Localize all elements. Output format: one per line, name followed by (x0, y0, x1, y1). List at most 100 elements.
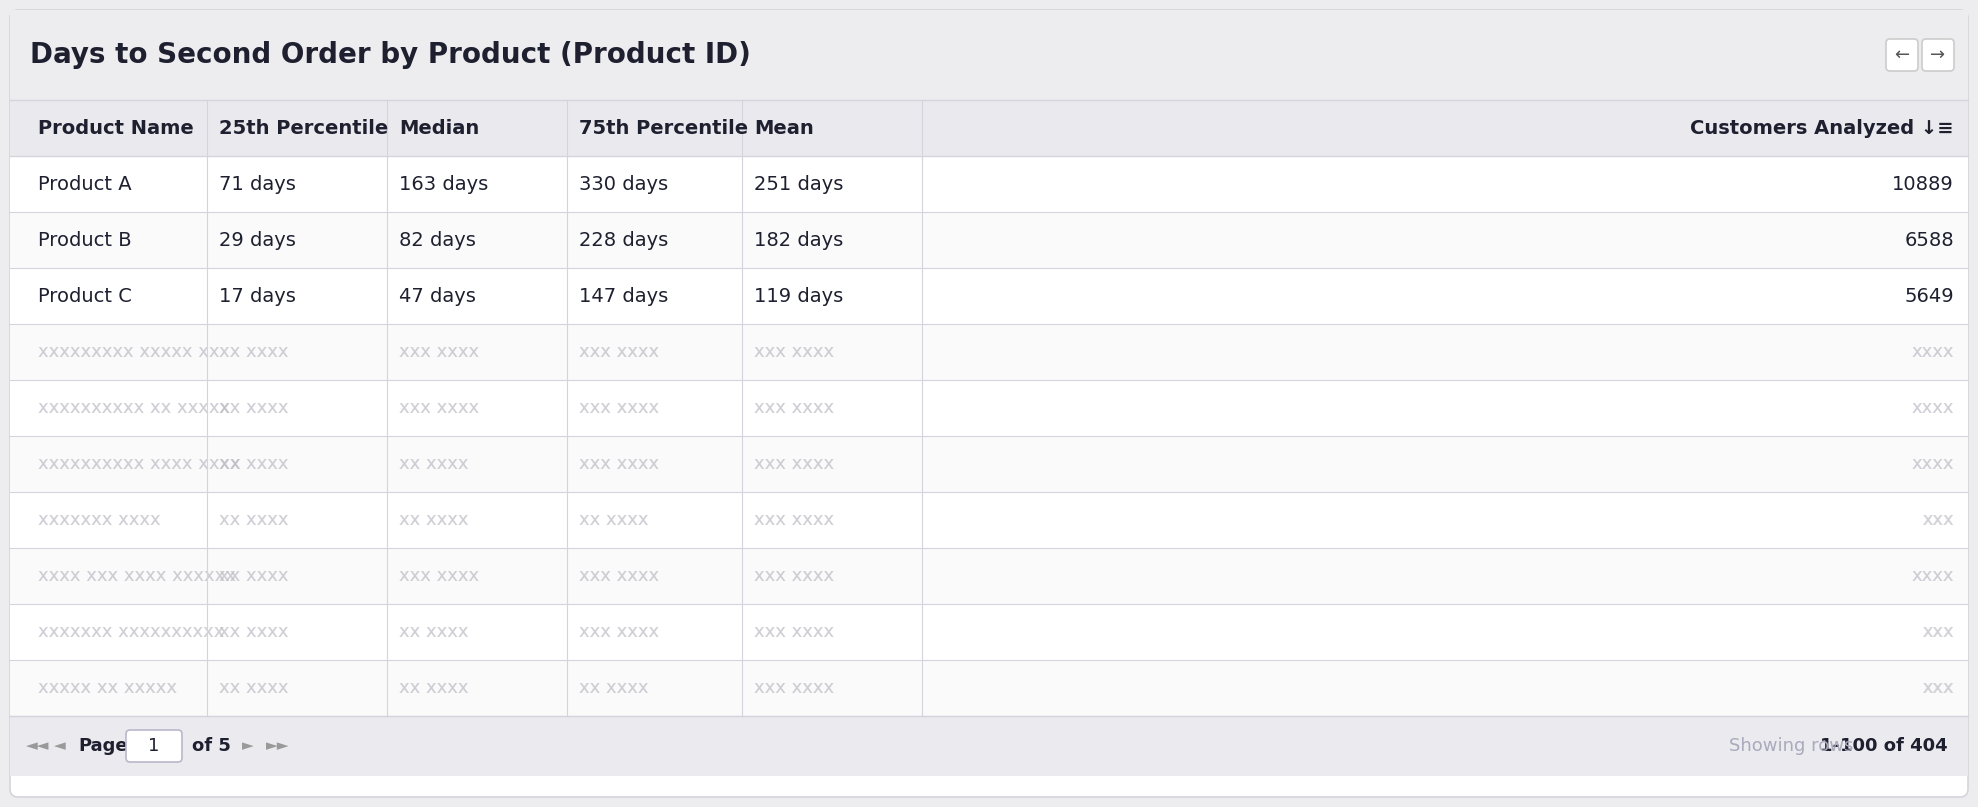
Text: 75th Percentile: 75th Percentile (580, 119, 748, 137)
Text: xx xxxx: xx xxxx (220, 399, 289, 417)
Text: xxx xxxx: xxx xxxx (400, 399, 479, 417)
Text: xx xxxx: xx xxxx (220, 343, 289, 361)
Text: xxx xxxx: xxx xxxx (754, 567, 835, 585)
Text: xx xxxx: xx xxxx (580, 679, 649, 697)
Text: xxxx: xxxx (1911, 399, 1954, 416)
Text: xxxxxxxxx xxxxx xx: xxxxxxxxx xxxxx xx (38, 343, 220, 361)
Text: xx xxxx: xx xxxx (400, 511, 469, 529)
Text: xx xxxx: xx xxxx (400, 679, 469, 696)
Text: xx xxxx: xx xxxx (220, 344, 289, 362)
FancyBboxPatch shape (127, 730, 182, 762)
Text: xxx: xxx (1923, 511, 1954, 529)
Text: xxxxxxx xxxx: xxxxxxx xxxx (38, 511, 160, 529)
Text: xx xxxx: xx xxxx (400, 623, 469, 641)
Text: xxx xxxx: xxx xxxx (754, 512, 835, 529)
Text: xx xxxx: xx xxxx (220, 512, 289, 529)
Text: xxxxxxxxxx xx xxxxx: xxxxxxxxxx xx xxxxx (38, 399, 229, 417)
Text: xxxx: xxxx (1913, 343, 1954, 361)
Text: xxx xxxx: xxx xxxx (400, 399, 479, 417)
Text: Product Name: Product Name (38, 119, 194, 137)
Text: xxx: xxx (1923, 622, 1954, 641)
Text: 182 days: 182 days (754, 231, 843, 249)
Text: xxx: xxx (1923, 623, 1954, 642)
Bar (10, 660, 1968, 716)
Text: 6588: 6588 (1905, 231, 1954, 249)
Text: xxx xxxx: xxx xxxx (754, 679, 833, 696)
Text: xx xxxx: xx xxxx (220, 679, 289, 697)
Text: xxxxxxxxx xxxxx xx: xxxxxxxxx xxxxx xx (38, 344, 220, 362)
Text: xxx: xxx (1923, 512, 1954, 529)
Text: xx xxxx: xx xxxx (580, 679, 649, 697)
Text: xxxx xxx xxxx xxxxxx: xxxx xxx xxxx xxxxxx (38, 567, 235, 585)
Text: xx xxxx: xx xxxx (220, 623, 289, 641)
Text: xxx xxxx: xxx xxxx (580, 623, 659, 642)
Text: xxxxxxxxxx xxxx xxxx: xxxxxxxxxx xxxx xxxx (38, 455, 241, 473)
Text: xxxxxxx xxxxxxxxxx: xxxxxxx xxxxxxxxxx (38, 623, 224, 642)
Text: xxxx: xxxx (1911, 343, 1954, 361)
Text: xxx xxxx: xxx xxxx (754, 399, 833, 417)
Text: xxx xxxx: xxx xxxx (754, 455, 833, 474)
Text: xxx xxxx: xxx xxxx (400, 343, 479, 361)
Text: xx xxxx: xx xxxx (220, 343, 289, 361)
Text: xx xxxx: xx xxxx (580, 679, 649, 696)
Text: xx xxxx: xx xxxx (400, 679, 469, 696)
Bar (10, 492, 1968, 548)
Text: xxx xxxx: xxx xxxx (580, 455, 659, 474)
Text: Mean: Mean (754, 119, 813, 137)
Text: xx xxxx: xx xxxx (220, 344, 289, 362)
Text: xxxx: xxxx (1913, 454, 1954, 473)
Text: ◄: ◄ (53, 738, 65, 754)
Text: xxx xxxx: xxx xxxx (754, 622, 835, 641)
Text: xxx xxxx: xxx xxxx (754, 567, 835, 585)
Text: xxx xxxx: xxx xxxx (580, 622, 659, 641)
Text: xx xxxx: xx xxxx (400, 511, 469, 529)
Text: xxx xxxx: xxx xxxx (580, 399, 659, 417)
Text: xxxxxxxxx xxxxx xx: xxxxxxxxx xxxxx xx (38, 344, 220, 362)
Text: xxx xxxx: xxx xxxx (400, 399, 479, 416)
Text: xxx xxxx: xxx xxxx (580, 343, 659, 361)
Text: xxx: xxx (1923, 511, 1954, 529)
Text: xxxx: xxxx (1911, 454, 1954, 473)
Text: xxx xxxx: xxx xxxx (580, 623, 659, 642)
Text: xxx xxxx: xxx xxxx (580, 455, 659, 474)
FancyBboxPatch shape (1923, 39, 1954, 71)
Text: xx xxxx: xx xxxx (220, 399, 289, 416)
Text: 47 days: 47 days (400, 286, 477, 306)
Text: 251 days: 251 days (754, 174, 843, 194)
Text: 82 days: 82 days (400, 231, 477, 249)
Text: xx xxxx: xx xxxx (220, 567, 289, 585)
Text: xxx xxxx: xxx xxxx (754, 454, 835, 473)
Text: xxx xxxx: xxx xxxx (580, 454, 659, 473)
Text: xx xxxx: xx xxxx (580, 512, 649, 529)
Text: xx xxxx: xx xxxx (400, 622, 469, 641)
Text: xx xxxx: xx xxxx (220, 511, 289, 529)
Text: xx xxxx: xx xxxx (220, 679, 289, 696)
Text: xxxxxxxxxx xxxx xxxx: xxxxxxxxxx xxxx xxxx (38, 455, 241, 474)
Text: xxxxxxx xxxxxxxxxx: xxxxxxx xxxxxxxxxx (38, 622, 224, 641)
Text: xx xxxx: xx xxxx (220, 512, 289, 529)
Text: xxxxxxxxx xxxxx xx: xxxxxxxxx xxxxx xx (38, 343, 220, 361)
Text: xxx xxxx: xxx xxxx (400, 344, 479, 362)
Text: 25th Percentile: 25th Percentile (220, 119, 388, 137)
Text: xxx xxxx: xxx xxxx (754, 511, 835, 529)
Text: 119 days: 119 days (754, 286, 843, 306)
Bar (10, 436, 1968, 492)
Text: xxx xxxx: xxx xxxx (754, 511, 835, 529)
Text: xx xxxx: xx xxxx (220, 679, 289, 697)
Text: 17 days: 17 days (220, 286, 297, 306)
Text: xxx xxxx: xxx xxxx (754, 623, 835, 642)
Text: xxxx: xxxx (1913, 567, 1954, 585)
Text: xxxx: xxxx (1913, 455, 1954, 474)
Text: xxx: xxx (1923, 511, 1954, 529)
Text: xxx xxxx: xxx xxxx (754, 454, 833, 473)
Text: xxx xxxx: xxx xxxx (754, 399, 835, 416)
Text: xx xxxx: xx xxxx (400, 455, 469, 474)
Text: xxx xxxx: xxx xxxx (580, 623, 659, 641)
Text: xx xxxx: xx xxxx (400, 511, 469, 529)
Text: xxxx: xxxx (1911, 567, 1954, 585)
Text: xxx xxxx: xxx xxxx (754, 567, 833, 584)
Text: xxx xxxx: xxx xxxx (754, 455, 835, 474)
Text: xx xxxx: xx xxxx (220, 679, 289, 696)
Text: xxxx: xxxx (1911, 399, 1954, 417)
Text: xx xxxx: xx xxxx (220, 567, 289, 584)
